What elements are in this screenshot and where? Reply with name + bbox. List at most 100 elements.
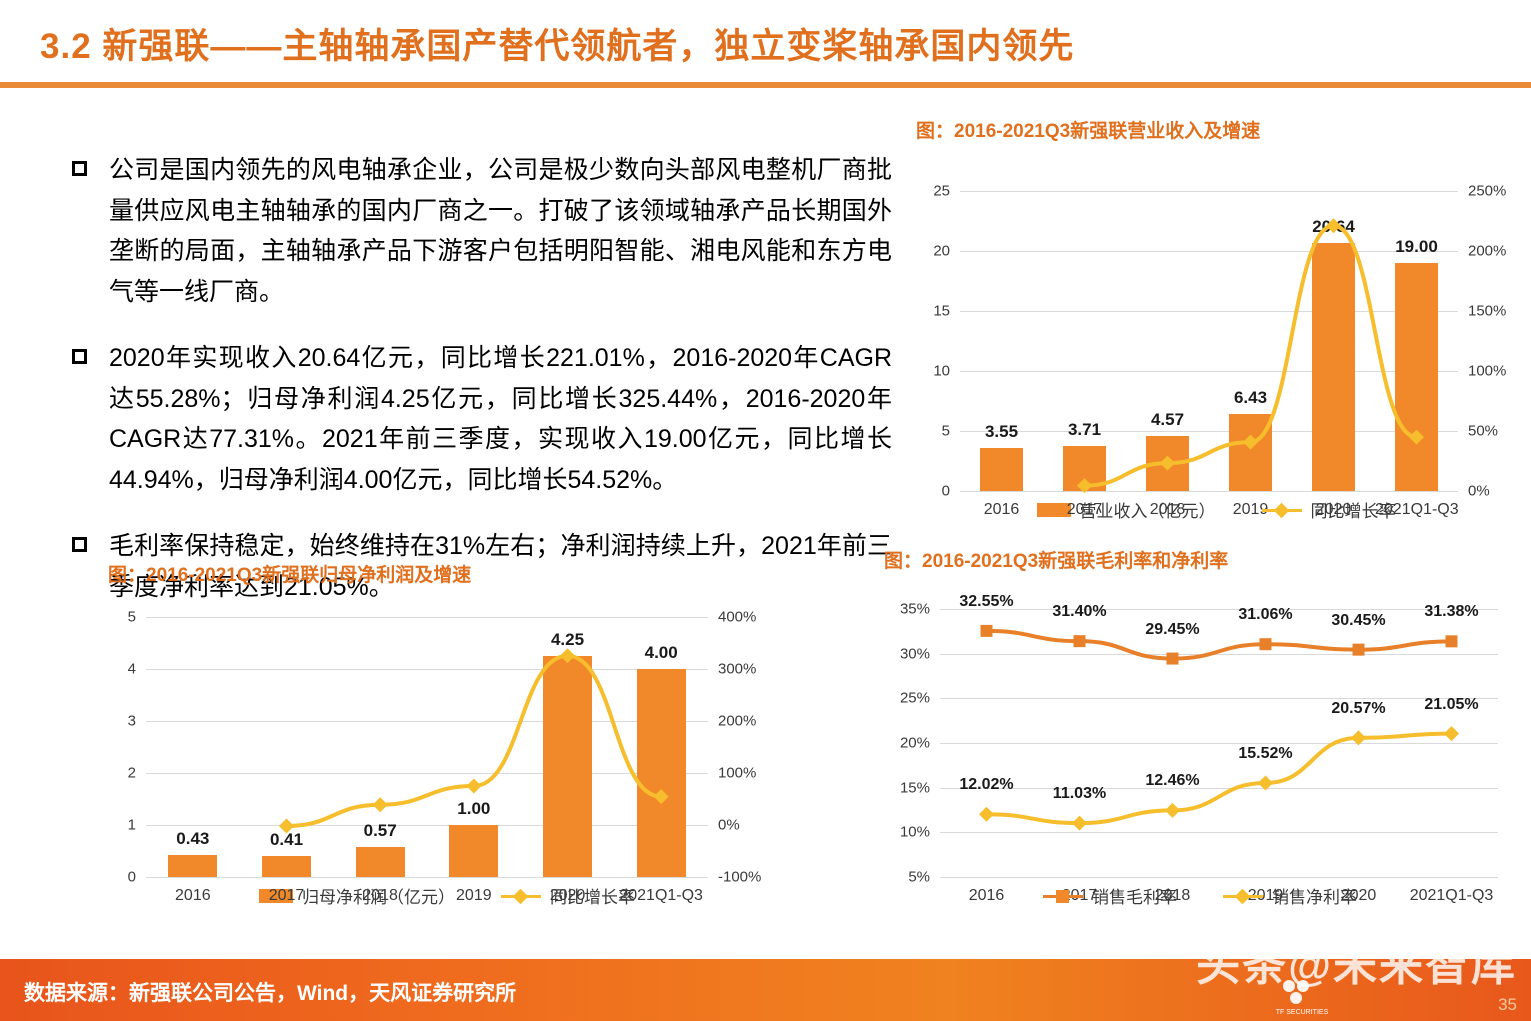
legend-label: 归母净利润（亿元） [302, 888, 455, 907]
legend-label: 营业收入（亿元） [1079, 502, 1216, 521]
y2-axis-tick-label: 200% [1468, 242, 1507, 260]
point-value-label: 32.55% [959, 592, 1014, 610]
bar [636, 669, 686, 877]
bullet-text: 毛利率保持稳定，始终维持在31%左右；净利润持续上升，2021年前三季度净利率达… [109, 532, 892, 601]
tf-securities-logo-icon: TF SECURITIES [1276, 980, 1329, 1016]
grid-line [146, 825, 708, 826]
line-series [979, 726, 1459, 831]
x-axis-tick-label: 2021Q1-Q3 [1375, 501, 1459, 518]
x-axis-tick-label: 2021Q1-Q3 [619, 887, 703, 904]
x-axis-tick-label: 2020 [549, 887, 586, 904]
y-axis-tick-label: 5 [941, 422, 950, 440]
x-axis-tick-label: 2017 [268, 887, 305, 904]
y-axis-tick-label: 0 [941, 482, 950, 500]
x-axis-tick-label: 2016 [983, 501, 1020, 518]
chart-plot-area: 0 1 2 3 4 5 -100% 0% 100% 200% 300% 400% 2016 2017 201… [128, 609, 762, 905]
y2-axis-tick-label: 50% [1468, 422, 1499, 440]
y-axis-tick-label: 2 [127, 764, 136, 782]
bar [1228, 413, 1273, 491]
chart-title: 图：2016-2021Q3新强联归母净利润及增速 [108, 565, 472, 586]
grid-line [940, 653, 1498, 655]
bar [168, 854, 218, 877]
chart-net-profit: 图：2016-2021Q3新强联归母净利润及增速 0 1 2 3 4 5 -100% 0% 10… [108, 560, 786, 908]
x-axis-tick-label: 2018 [1154, 887, 1191, 904]
bar-value-label: 3.55 [984, 422, 1019, 442]
chart-legend: 归母净利润（亿元） 同比增长率 [108, 883, 786, 908]
legend-item-net-margin: 销售净利率 [1223, 883, 1357, 908]
bar [449, 825, 499, 877]
bar-value-label: 6.43 [1233, 387, 1268, 407]
bullet-item: 公司是国内领先的风电轴承企业，公司是极少数向头部风电整机厂商批量供应风电主轴轴承… [72, 150, 892, 312]
point-value-label: 31.40% [1052, 603, 1107, 621]
legend-label: 同比增长率 [550, 888, 635, 907]
bullet-item: 2020年实现收入20.64亿元，同比增长221.01%，2016-2020年C… [72, 338, 892, 500]
line-swatch-icon [1261, 502, 1302, 518]
y-axis-tick-label: 10% [899, 823, 930, 841]
grid-line [146, 877, 708, 878]
legend-item-growth: 同比增长率 [1261, 497, 1396, 522]
x-axis-tick-label: 2020 [1340, 887, 1377, 904]
y-axis-tick-label: 20% [899, 734, 930, 752]
bar [543, 656, 592, 877]
watermark-text: 头条@未来智库 [1196, 941, 1517, 990]
line-series [980, 624, 1458, 665]
y-axis-tick-label: 30% [899, 645, 930, 663]
chart-plot-area: 0 5 10 15 20 25 0% 50% 100% 150% 200% 250% 2016 2017 2… [933, 183, 1506, 519]
grid-line [940, 877, 1498, 878]
line-swatch-icon [501, 888, 541, 904]
point-value-label: 21.05% [1424, 695, 1479, 713]
point-value-label: 30.45% [1331, 611, 1386, 629]
y2-axis-tick-label: 200% [718, 712, 757, 730]
chart-legend: 营业收入（亿元） 同比增长率 [916, 497, 1516, 522]
grid-line [940, 609, 1498, 610]
grid-line [960, 191, 1458, 192]
y2-axis-tick-label: -100% [718, 868, 762, 886]
line-swatch-icon [1043, 889, 1083, 903]
point-value-label: 12.02% [959, 776, 1014, 794]
legend-label: 销售毛利率 [1092, 888, 1177, 907]
footer-bar: 数据来源：新强联公司公告，Wind，天风证券研究所 TF SECURITIES … [0, 941, 1531, 1021]
bullet-item: 毛利率保持稳定，始终维持在31%左右；净利润持续上升，2021年前三季度净利率达… [72, 526, 892, 607]
y-axis-tick-label: 0 [127, 868, 136, 886]
grid-line [960, 491, 1458, 492]
x-axis-tick-label: 2019 [1232, 501, 1269, 518]
legend-item-net-profit: 归母净利润（亿元） [259, 883, 455, 908]
line-swatch-icon [1223, 888, 1263, 904]
y-axis-tick-label: 25% [899, 689, 930, 707]
x-axis-tick-label: 2020 [1315, 501, 1352, 518]
legend-item-growth: 同比增长率 [501, 883, 635, 908]
grid-line [960, 371, 1458, 372]
point-value-label: 11.03% [1052, 785, 1107, 803]
grid-line [960, 251, 1458, 252]
bar-value-label: 4.57 [1150, 410, 1185, 430]
body-text-column: 公司是国内领先的风电轴承企业，公司是极少数向头部风电整机厂商批量供应风电主轴轴承… [72, 150, 892, 633]
x-axis-tick-label: 2017 [1066, 501, 1103, 518]
y-axis-tick-label: 5% [908, 868, 930, 886]
bar-value-label: 0.57 [363, 821, 397, 841]
point-value-label: 29.45% [1145, 620, 1200, 638]
grid-line [960, 431, 1458, 432]
y-axis-tick-label: 15 [933, 302, 950, 320]
page-number: 35 [1498, 995, 1517, 1014]
point-value-label: 20.57% [1331, 699, 1386, 717]
grid-line [146, 721, 708, 722]
bar-swatch-icon [259, 888, 293, 903]
y-axis-tick-label: 1 [127, 816, 136, 834]
grid-line [146, 669, 708, 670]
chart-title: 图：2016-2021Q3新强联毛利率和净利率 [884, 551, 1229, 572]
x-axis-tick-label: 2016 [175, 887, 211, 904]
bar [979, 448, 1024, 491]
line-series [1077, 218, 1424, 494]
bar-value-label: 1.00 [457, 799, 491, 818]
y-axis-tick-label: 4 [127, 660, 136, 678]
point-value-label: 31.38% [1424, 603, 1479, 621]
y2-axis-tick-label: 0% [718, 816, 740, 834]
page-title: 3.2 新强联——主轴轴承国产替代领航者，独立变桨轴承国内领先 [40, 27, 1075, 66]
y2-axis-tick-label: 250% [1468, 182, 1507, 200]
chart-plot-area: 5% 10% 15% 20% 25% 30% 35% 2016 2017 2018 2019 2020… [900, 593, 1498, 904]
bar-swatch-icon [1036, 502, 1071, 517]
x-axis-tick-label: 2019 [456, 887, 492, 904]
grid-line [960, 311, 1458, 312]
x-axis-tick-label: 2019 [1247, 887, 1284, 904]
